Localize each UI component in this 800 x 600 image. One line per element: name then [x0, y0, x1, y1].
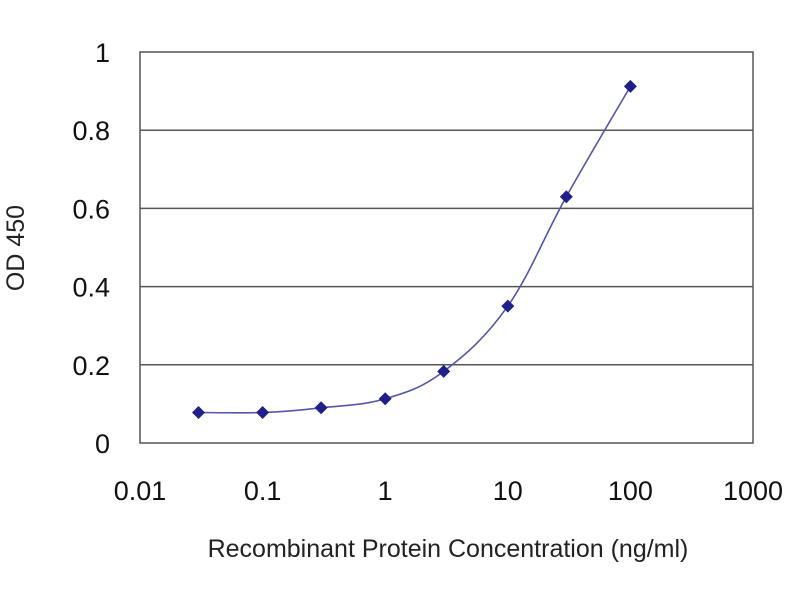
y-tick-label: 0.6 [72, 194, 110, 224]
data-point [314, 401, 328, 415]
data-points [192, 79, 637, 419]
data-point [559, 190, 573, 204]
data-point [623, 79, 637, 93]
y-axis-title: OD 450 [2, 205, 30, 291]
x-tick-label: 100 [608, 476, 653, 506]
y-tick-label: 0.4 [72, 273, 110, 303]
data-point [192, 406, 205, 419]
y-tick-label: 1 [95, 38, 110, 68]
plot-area [139, 51, 754, 444]
x-axis-title: Recombinant Protein Concentration (ng/ml… [208, 535, 689, 563]
grid-lines [140, 129, 753, 366]
data-point [437, 364, 451, 378]
data-point [378, 392, 392, 406]
x-axis-ticks: 0.01 0.1 1 10 100 1000 [114, 476, 783, 506]
y-axis-ticks: 0 0.2 0.4 0.6 0.8 1 [72, 38, 110, 459]
data-point [501, 299, 515, 313]
x-tick-label: 0.1 [244, 476, 282, 506]
data-point [256, 406, 270, 419]
x-tick-label: 10 [493, 476, 523, 506]
x-tick-label: 0.01 [114, 476, 167, 506]
x-tick-label: 1000 [723, 476, 783, 506]
y-tick-label: 0 [95, 429, 110, 459]
y-tick-label: 0.2 [72, 351, 110, 381]
x-tick-label: 1 [378, 476, 393, 506]
y-tick-label: 0.8 [72, 116, 110, 146]
